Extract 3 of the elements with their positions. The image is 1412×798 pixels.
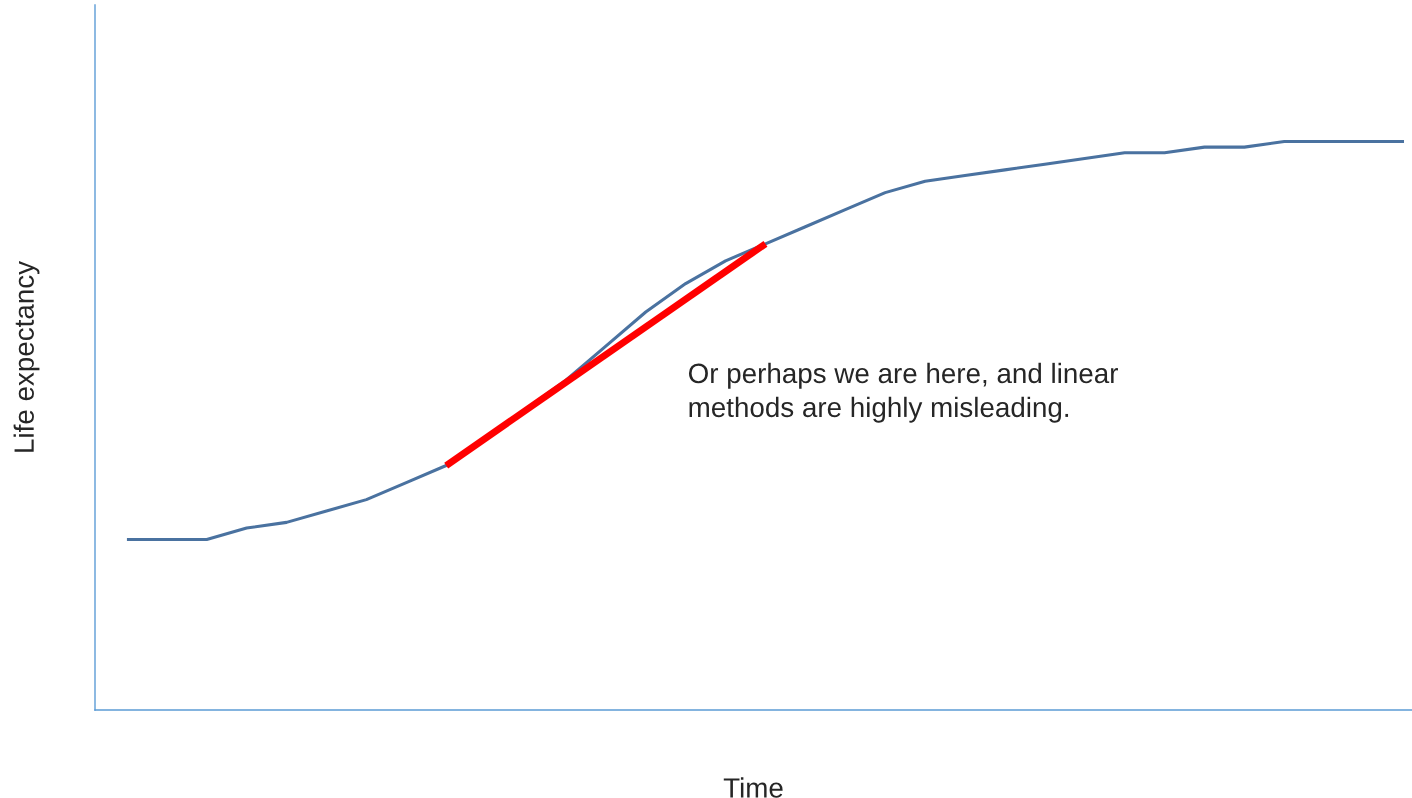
x-axis-title: Time xyxy=(723,777,783,798)
y-axis-title: Life expectancy xyxy=(13,261,40,452)
annotation: Or perhaps we are here, and linear methods are highly misleading. xyxy=(688,362,1118,423)
